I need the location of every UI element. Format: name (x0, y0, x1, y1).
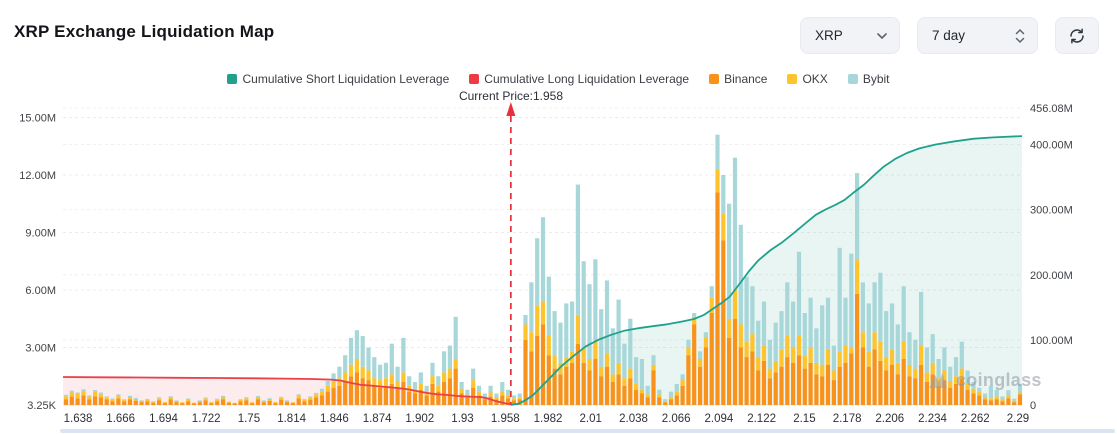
chart-scrollbar[interactable] (60, 429, 1115, 433)
area-fill (510, 136, 1022, 405)
svg-text:200.00M: 200.00M (1030, 270, 1073, 282)
svg-text:400.00M: 400.00M (1030, 140, 1073, 152)
legend-item-okx[interactable]: OKX (787, 72, 828, 86)
binance-swatch (709, 74, 720, 84)
svg-text:2.01: 2.01 (580, 413, 602, 425)
current-price-arrow-icon (506, 102, 516, 116)
liquidation-bars[interactable] (63, 134, 1023, 405)
svg-text:1.638: 1.638 (64, 413, 93, 425)
y-axis-right-labels: 456.08M 400.00M 300.00M 200.00M 100.00M 0 (1030, 103, 1073, 412)
symbol-select[interactable]: XRP (800, 17, 900, 54)
header-controls: XRP 7 day (800, 17, 1099, 54)
svg-text:2.122: 2.122 (747, 413, 776, 425)
coinglass-watermark: coinglass (926, 368, 1042, 392)
svg-text:12.00M: 12.00M (19, 170, 56, 182)
watermark-text: coinglass (956, 369, 1042, 390)
bybit-swatch (847, 74, 858, 84)
coinglass-logo-icon (929, 373, 947, 388)
short-swatch (227, 74, 238, 84)
svg-text:1.93: 1.93 (451, 413, 473, 425)
svg-text:9.00M: 9.00M (25, 228, 56, 240)
x-axis-labels: 1.638 1.666 1.694 1.722 1.75 1.814 1.846 1.874 1… (64, 413, 1030, 425)
svg-text:2.234: 2.234 (918, 413, 947, 425)
period-select-value: 7 day (932, 28, 966, 43)
svg-text:100.00M: 100.00M (1030, 335, 1073, 347)
legend-label: Cumulative Long Liquidation Leverage (484, 72, 690, 86)
refresh-icon (1070, 28, 1084, 43)
svg-text:0: 0 (1030, 400, 1036, 412)
svg-text:2.038: 2.038 (619, 413, 648, 425)
svg-text:1.666: 1.666 (106, 413, 135, 425)
cumulative-line (510, 135, 1023, 406)
legend-label: Binance (724, 72, 768, 86)
page-title: XRP Exchange Liquidation Map (14, 22, 275, 41)
period-select[interactable]: 7 day (917, 17, 1038, 54)
svg-text:2.206: 2.206 (875, 413, 904, 425)
svg-text:1.75: 1.75 (238, 413, 260, 425)
chevron-down-icon (877, 32, 887, 39)
okx-swatch (787, 74, 798, 84)
svg-text:1.958: 1.958 (491, 413, 520, 425)
svg-text:1.982: 1.982 (534, 413, 563, 425)
svg-text:2.29: 2.29 (1007, 413, 1029, 425)
symbol-select-value: XRP (815, 28, 843, 43)
current-price-label: Current Price:1.958 (458, 89, 564, 103)
legend-item-cumulative-short[interactable]: Cumulative Short Liquidation Leverage (227, 72, 449, 86)
svg-text:2.178: 2.178 (833, 413, 862, 425)
svg-text:6.00M: 6.00M (25, 285, 56, 297)
svg-text:1.874: 1.874 (363, 413, 392, 425)
legend-label: OKX (802, 72, 828, 86)
svg-text:1.846: 1.846 (320, 413, 349, 425)
svg-text:2.262: 2.262 (961, 413, 990, 425)
y-axis-left-labels: 15.00M 12.00M 9.00M 6.00M 3.00M 3.25K (19, 113, 56, 413)
legend-item-cumulative-long[interactable]: Cumulative Long Liquidation Leverage (469, 72, 689, 86)
svg-text:1.722: 1.722 (192, 413, 221, 425)
chart-legend: Cumulative Short Liquidation Leverage Cu… (0, 72, 1117, 86)
svg-text:2.15: 2.15 (793, 413, 815, 425)
svg-text:15.00M: 15.00M (19, 113, 56, 125)
legend-item-binance[interactable]: Binance (709, 72, 767, 86)
long-swatch (469, 74, 480, 84)
svg-text:2.066: 2.066 (662, 413, 691, 425)
svg-text:3.25K: 3.25K (27, 400, 56, 412)
legend-label: Cumulative Short Liquidation Leverage (242, 72, 450, 86)
legend-label: Bybit (862, 72, 890, 86)
legend-item-bybit[interactable]: Bybit (847, 72, 890, 86)
chevron-updown-icon (1015, 28, 1025, 43)
svg-text:1.694: 1.694 (149, 413, 178, 425)
svg-text:2.094: 2.094 (705, 413, 734, 425)
svg-text:300.00M: 300.00M (1030, 205, 1073, 217)
cumulative-line (62, 376, 512, 406)
svg-text:1.814: 1.814 (277, 413, 306, 425)
refresh-button[interactable] (1055, 17, 1099, 54)
svg-text:456.08M: 456.08M (1030, 103, 1073, 115)
svg-text:3.00M: 3.00M (25, 343, 56, 355)
svg-text:1.902: 1.902 (405, 413, 434, 425)
